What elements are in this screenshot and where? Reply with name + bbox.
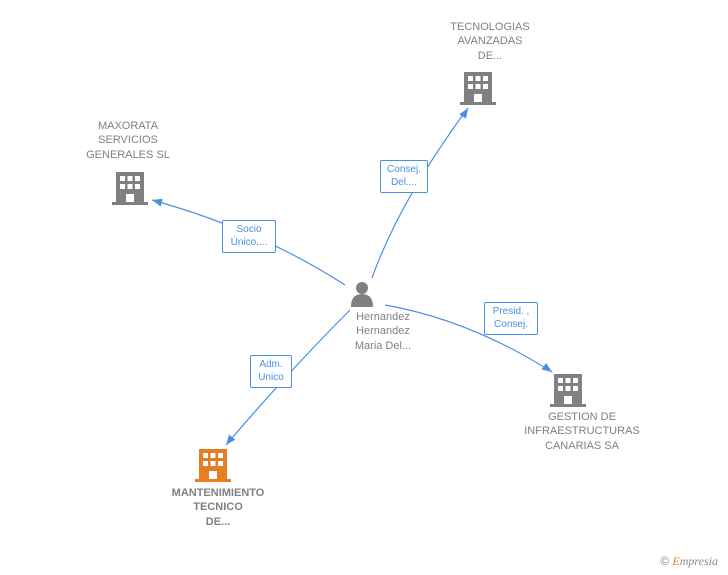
node-maxorata[interactable] bbox=[112, 172, 148, 205]
brand-rest: mpresia bbox=[680, 554, 718, 568]
person-label: Hernandez Hernandez Maria Del... bbox=[338, 310, 428, 353]
node-label-maxorata: MAXORATA SERVICIOS GENERALES SL bbox=[68, 119, 188, 162]
edge-arrow-maxorata bbox=[151, 196, 163, 206]
building-icon bbox=[112, 172, 148, 205]
person-icon bbox=[351, 282, 373, 307]
building-icon bbox=[550, 374, 586, 407]
node-label-mantenimiento: MANTENIMIENTO TECNICO DE... bbox=[153, 486, 283, 529]
person-node[interactable] bbox=[351, 282, 373, 307]
edge-label-gestion: Presid. , Consej. bbox=[484, 302, 538, 335]
node-label-gestion: GESTION DE INFRAESTRUCTURAS CANARIAS SA bbox=[502, 410, 662, 453]
building-icon bbox=[460, 72, 496, 105]
edge-label-maxorata: Socio Único,... bbox=[222, 220, 276, 253]
edge-arrow-gestion bbox=[542, 363, 555, 375]
edge-label-mantenimiento: Adm. Unico bbox=[250, 355, 292, 388]
diagram-canvas bbox=[0, 0, 728, 575]
node-gestion[interactable] bbox=[550, 374, 586, 407]
building-icon bbox=[195, 449, 231, 482]
edge-label-tecnologias: Consej. Del.... bbox=[380, 160, 428, 193]
node-mantenimiento[interactable] bbox=[195, 449, 231, 482]
edge-tecnologias bbox=[372, 108, 468, 278]
footer-brand: © Empresia bbox=[660, 554, 718, 569]
copyright-symbol: © bbox=[660, 554, 669, 568]
node-label-tecnologias: TECNOLOGIAS AVANZADAS DE... bbox=[435, 20, 545, 63]
brand-first-letter: E bbox=[672, 554, 679, 568]
node-tecnologias[interactable] bbox=[460, 72, 496, 105]
